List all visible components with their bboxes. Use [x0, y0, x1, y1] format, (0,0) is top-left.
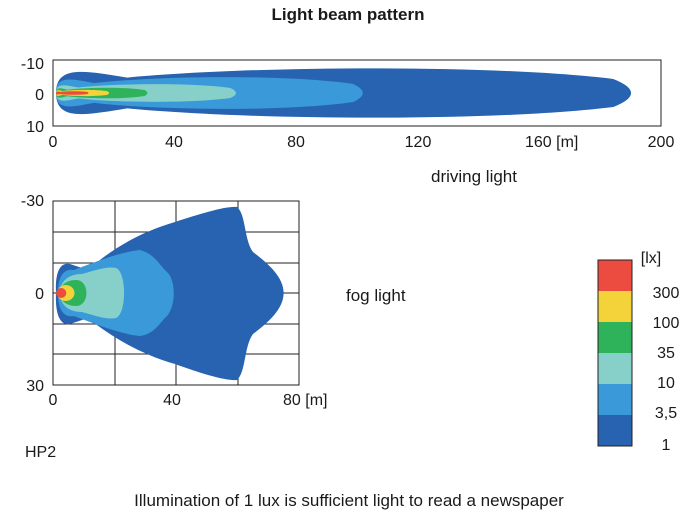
fog-xtick: 40: [163, 392, 181, 409]
driving-xtick: 0: [49, 134, 58, 151]
legend-swatch-3,5: [598, 384, 632, 415]
legend-label: 3,5: [655, 405, 677, 422]
driving-ytick: -10: [21, 56, 44, 73]
legend-swatch-35: [598, 322, 632, 353]
legend-swatch-10: [598, 353, 632, 384]
legend-label: 100: [653, 315, 680, 332]
legend-swatches: [598, 260, 632, 446]
fog-contour-300: [56, 288, 67, 298]
driving-xtick: 200: [648, 134, 675, 151]
driving-ytick: 0: [35, 87, 44, 104]
footer-note: Illumination of 1 lux is sufficient ligh…: [134, 491, 564, 510]
legend-swatch-300: [598, 260, 632, 291]
driving-contours: [56, 68, 632, 118]
model-label: HP2: [25, 444, 56, 461]
legend-label: 300: [653, 285, 680, 302]
driving-light-label: driving light: [431, 167, 517, 186]
driving-ytick: 10: [26, 119, 44, 136]
legend-label: 10: [657, 375, 675, 392]
legend: [lx] 300 100 35 10 3,5 1: [597, 250, 680, 454]
legend-swatch-1: [598, 415, 632, 446]
driving-xtick: 120: [405, 134, 432, 151]
legend-label: 1: [662, 437, 671, 454]
driving-xtick: 80: [287, 134, 305, 151]
legend-label: 35: [657, 345, 675, 362]
fog-light-label: fog light: [346, 286, 406, 305]
fog-contours: [55, 206, 284, 381]
fog-light-chart: -30 0 30 0 40 80 [m] fog light: [21, 193, 406, 409]
driving-xtick: 160 [m]: [525, 134, 578, 151]
fog-ytick: -30: [21, 193, 44, 210]
chart-title: Light beam pattern: [271, 5, 424, 24]
legend-swatch-100: [598, 291, 632, 322]
legend-unit: [lx]: [641, 250, 661, 267]
fog-ytick: 30: [26, 378, 44, 395]
fog-xtick: 80 [m]: [283, 392, 327, 409]
fog-xtick: 0: [49, 392, 58, 409]
driving-contour-300: [56, 91, 89, 95]
fog-ytick: 0: [35, 286, 44, 303]
driving-xtick: 40: [165, 134, 183, 151]
legend-frame: [597, 259, 633, 447]
driving-light-chart: -10 0 10 0 40 80 120 160 [m] 200 driving…: [21, 56, 675, 186]
